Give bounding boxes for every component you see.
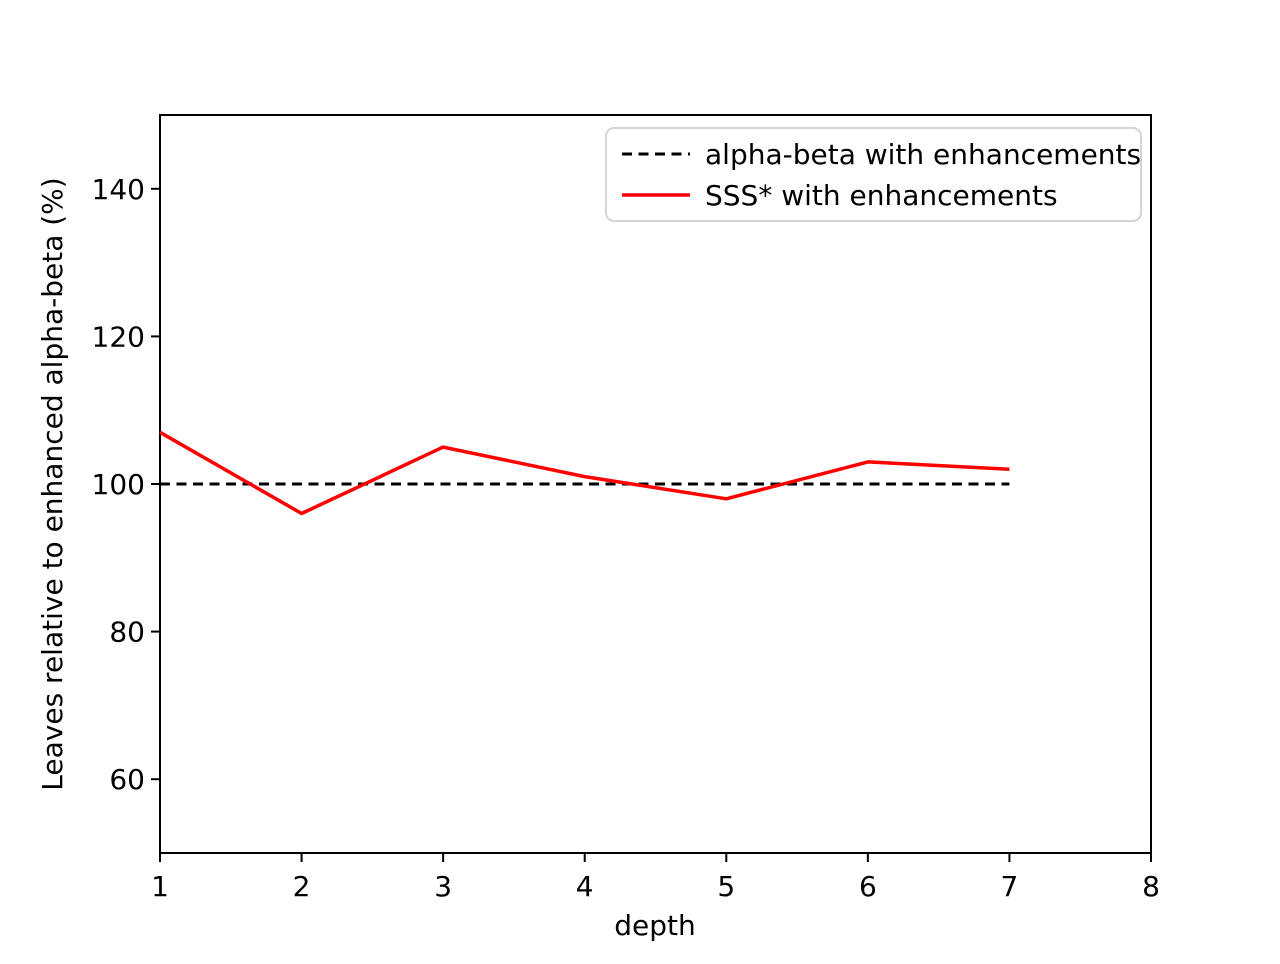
x-tick-label: 8 xyxy=(1142,870,1160,903)
y-tick-label: 120 xyxy=(92,320,145,353)
x-tick-label: 4 xyxy=(576,870,594,903)
legend-label-sss-star: SSS* with enhancements xyxy=(705,179,1058,212)
legend-box xyxy=(605,127,1142,222)
x-tick-label: 7 xyxy=(1001,870,1019,903)
y-tick-label: 100 xyxy=(92,468,145,501)
x-axis-ticks: 1 2 3 4 5 6 7 8 xyxy=(151,853,1160,903)
y-axis-ticks: 60 80 100 120 140 xyxy=(92,173,160,796)
y-tick-label: 140 xyxy=(92,173,145,206)
legend-label-alpha-beta: alpha-beta with enhancements xyxy=(705,138,1141,171)
legend: alpha-beta with enhancements SSS* with e… xyxy=(605,127,1142,222)
x-tick-label: 1 xyxy=(151,870,169,903)
y-axis-label: Leaves relative to enhanced alpha-beta (… xyxy=(36,177,69,790)
x-tick-label: 3 xyxy=(434,870,452,903)
y-tick-label: 60 xyxy=(109,763,145,796)
y-tick-label: 80 xyxy=(109,616,145,649)
x-tick-label: 2 xyxy=(293,870,311,903)
x-axis-label: depth xyxy=(614,909,696,942)
sss-star-line xyxy=(159,430,1010,516)
x-tick-label: 6 xyxy=(859,870,877,903)
x-tick-label: 5 xyxy=(717,870,735,903)
